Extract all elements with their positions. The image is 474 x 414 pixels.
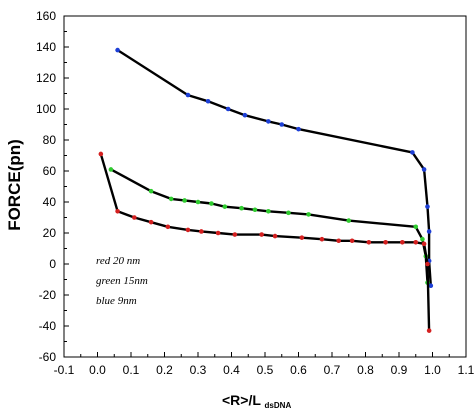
data-point bbox=[413, 224, 419, 230]
y-tick-label: -20 bbox=[39, 288, 57, 302]
data-point bbox=[199, 229, 204, 234]
data-point bbox=[299, 235, 305, 240]
x-tick-label: -0.1 bbox=[54, 363, 75, 377]
x-axis-title-subscript: dsDNA bbox=[265, 401, 292, 410]
series-0 bbox=[115, 47, 434, 289]
data-point bbox=[366, 240, 372, 245]
data-point bbox=[279, 122, 285, 127]
y-tick-label: 60 bbox=[43, 164, 57, 178]
x-tick-label: 0.7 bbox=[324, 363, 341, 377]
data-point bbox=[400, 240, 405, 245]
y-tick-label: 140 bbox=[36, 40, 56, 54]
data-point bbox=[115, 47, 120, 53]
series-1 bbox=[108, 167, 430, 285]
y-tick-label: -40 bbox=[39, 319, 57, 333]
y-axis-title: FORCE(pn) bbox=[5, 139, 24, 231]
x-tick-label: 0.8 bbox=[357, 363, 374, 377]
data-point bbox=[421, 241, 427, 247]
y-tick-label: 100 bbox=[36, 102, 56, 116]
data-point bbox=[168, 196, 174, 202]
data-point bbox=[426, 328, 432, 333]
data-point bbox=[266, 119, 271, 124]
data-point bbox=[346, 218, 352, 223]
data-point bbox=[108, 167, 114, 172]
data-point bbox=[232, 232, 238, 237]
data-point bbox=[420, 236, 425, 242]
y-tick-label: 0 bbox=[49, 257, 56, 271]
data-point bbox=[383, 240, 388, 245]
data-point bbox=[272, 233, 278, 239]
data-point bbox=[132, 215, 137, 220]
data-point bbox=[115, 209, 120, 214]
data-point bbox=[195, 199, 201, 205]
data-point bbox=[425, 204, 430, 209]
data-point bbox=[319, 236, 325, 242]
x-axis-title: <R>/L dsDNA bbox=[222, 392, 291, 410]
data-point bbox=[266, 209, 271, 214]
data-point bbox=[182, 198, 187, 203]
x-axis-title-main: <R>/L bbox=[222, 392, 261, 408]
data-point bbox=[148, 219, 154, 225]
data-point bbox=[222, 204, 228, 209]
annotation-red: red 20 nm bbox=[96, 255, 140, 267]
data-point bbox=[286, 210, 291, 216]
data-point bbox=[421, 167, 427, 172]
x-tick-label: 0.2 bbox=[156, 363, 173, 377]
x-tick-label: 0.4 bbox=[223, 363, 240, 377]
axes: -0.1 0.0 0.1 0.2 0.3 0.4 0.5 0.6 0.7 0.8 0.9 1.0 1.1… bbox=[36, 9, 474, 377]
data-point bbox=[259, 232, 264, 237]
data-point bbox=[252, 207, 258, 213]
data-point bbox=[205, 98, 211, 104]
series-line bbox=[110, 168, 429, 283]
data-point bbox=[349, 238, 355, 244]
series-layer bbox=[98, 47, 434, 333]
data-point bbox=[306, 212, 311, 217]
x-tick-label: 0.1 bbox=[123, 363, 140, 377]
x-tick-label: 0.5 bbox=[257, 363, 274, 377]
data-point bbox=[428, 283, 434, 289]
x-tick-label: 1.1 bbox=[458, 363, 474, 377]
y-tick-label: -60 bbox=[39, 350, 57, 364]
x-tick-label: 1.0 bbox=[424, 363, 441, 377]
data-point bbox=[336, 238, 342, 244]
y-tick-label: 120 bbox=[36, 71, 56, 85]
x-tick-label: 0.0 bbox=[89, 363, 106, 377]
series-2 bbox=[98, 151, 432, 333]
series-line bbox=[116, 49, 432, 286]
data-point bbox=[239, 205, 244, 211]
data-point bbox=[185, 227, 191, 233]
data-point bbox=[225, 106, 231, 112]
annotation-green: green 15nm bbox=[96, 275, 148, 287]
y-tick-label: 20 bbox=[43, 226, 57, 240]
y-tick-label: 160 bbox=[36, 9, 56, 23]
data-point bbox=[413, 240, 419, 245]
x-tick-label: 0.9 bbox=[391, 363, 408, 377]
data-point bbox=[242, 112, 248, 118]
data-point bbox=[410, 150, 415, 155]
data-point bbox=[148, 188, 154, 194]
series-line bbox=[99, 153, 431, 331]
data-point bbox=[185, 92, 191, 98]
x-tick-label: 0.6 bbox=[290, 363, 307, 377]
x-tick-label: 0.3 bbox=[190, 363, 207, 377]
data-point bbox=[426, 229, 432, 234]
data-point bbox=[215, 230, 221, 236]
annotation-blue: blue 9nm bbox=[96, 295, 137, 307]
data-point bbox=[209, 201, 214, 206]
y-tick-label: 80 bbox=[43, 133, 57, 147]
data-point bbox=[425, 261, 430, 267]
data-point bbox=[296, 126, 301, 132]
data-point bbox=[165, 224, 171, 230]
data-point bbox=[98, 151, 104, 157]
y-tick-label: 40 bbox=[43, 195, 57, 209]
